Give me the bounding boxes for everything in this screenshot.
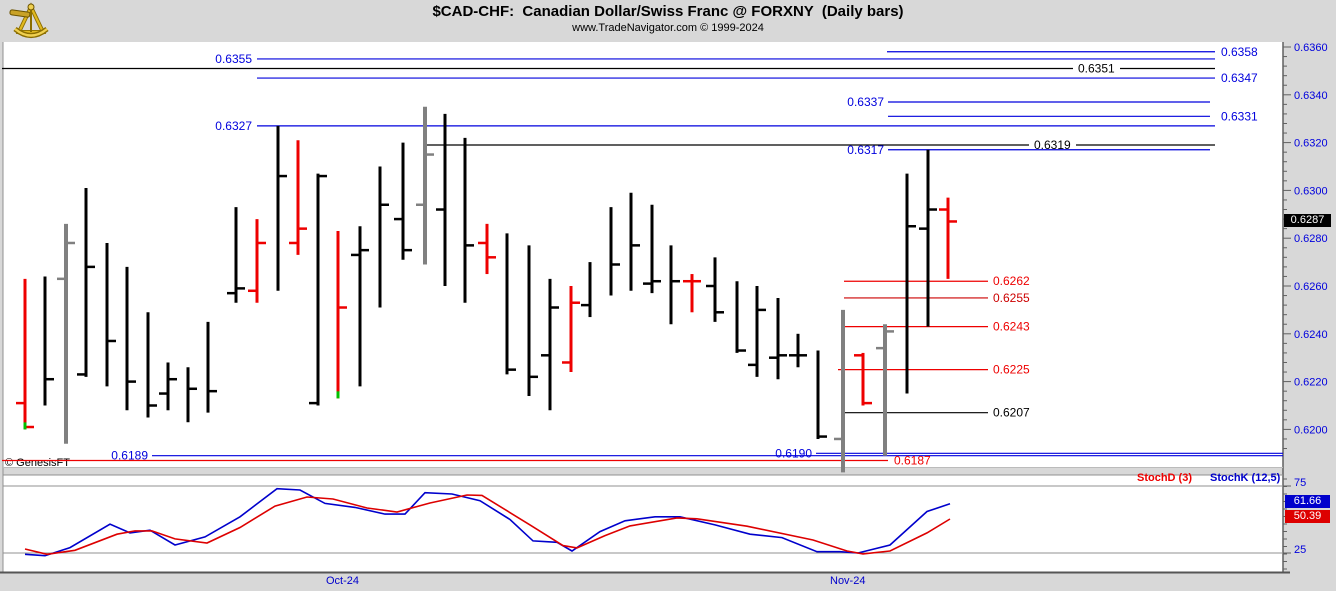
tradenavigator-sextant-logo-icon xyxy=(9,2,49,38)
stochd-legend-label[interactable]: StochD (3) xyxy=(1137,472,1192,484)
stoch-axis-label-75: 75 xyxy=(1294,477,1307,489)
stochk-legend-label[interactable]: StochK (12,5) xyxy=(1210,472,1281,484)
price-axis-label: 0.6260 xyxy=(1294,281,1328,293)
stochd-value-badge: 50.39 xyxy=(1285,510,1330,523)
price-axis-label: 0.6320 xyxy=(1294,138,1328,150)
stoch-axis-label-25: 25 xyxy=(1294,544,1307,556)
chart-subtitle: www.TradeNavigator.com © 1999-2024 xyxy=(572,22,764,34)
price-axis-label: 0.6280 xyxy=(1294,233,1328,245)
price-chart-plot-area xyxy=(3,42,1283,467)
price-axis-label: 0.6300 xyxy=(1294,185,1328,197)
chart-title: $CAD-CHF: Canadian Dollar/Swiss Franc @ … xyxy=(432,3,904,20)
x-axis-label-nov[interactable]: Nov-24 xyxy=(830,575,866,587)
x-axis-label-oct[interactable]: Oct-24 xyxy=(326,575,360,587)
price-axis-label: 0.6360 xyxy=(1294,42,1328,54)
genesisft-copyright: © GenesisFT xyxy=(5,457,70,469)
stochk-value-badge: 61.66 xyxy=(1285,495,1330,508)
price-axis-label: 0.6340 xyxy=(1294,90,1328,102)
price-axis-label: 0.6240 xyxy=(1294,329,1328,341)
price-axis-label: 0.6220 xyxy=(1294,377,1328,389)
stochastic-plot-area xyxy=(3,475,1283,572)
price-axis-label: 0.6200 xyxy=(1294,424,1328,436)
current-price-badge: 0.6287 xyxy=(1284,214,1331,227)
